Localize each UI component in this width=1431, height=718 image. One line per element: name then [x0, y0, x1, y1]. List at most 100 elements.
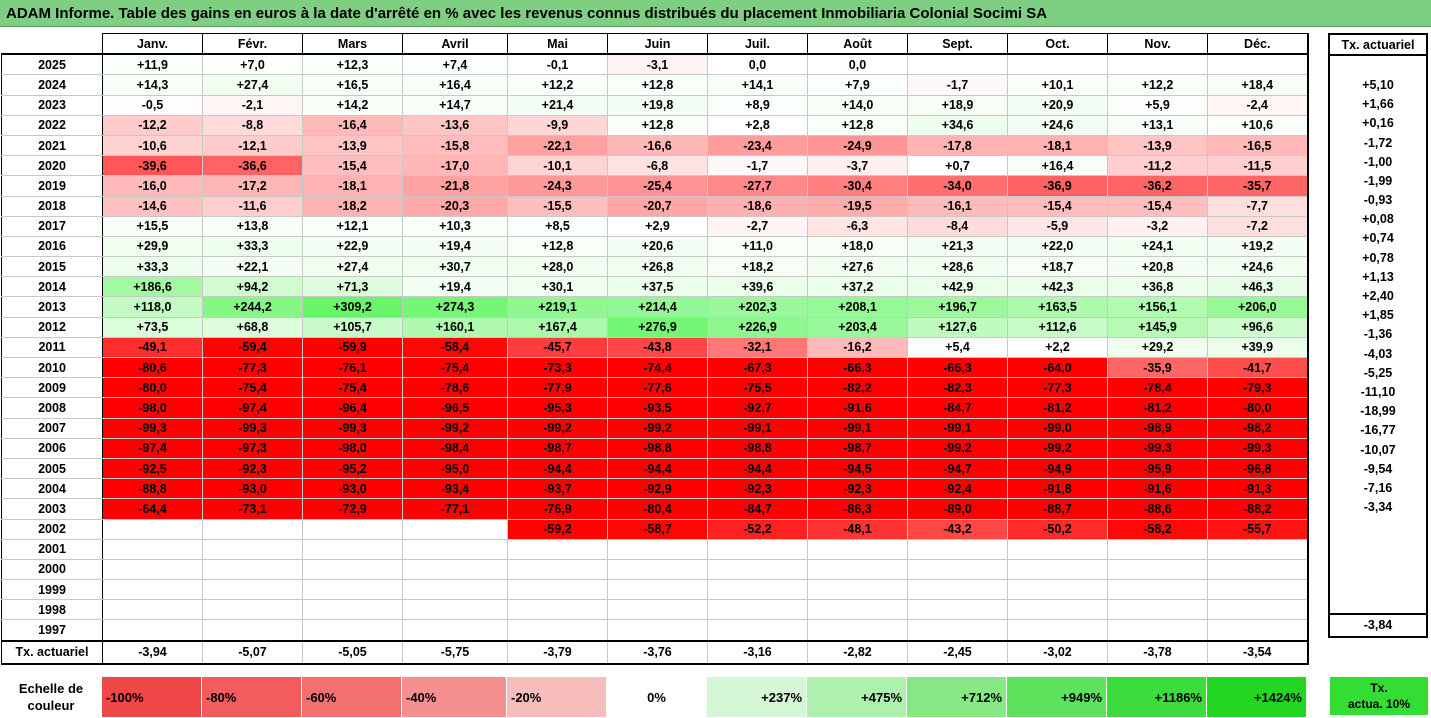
legend-swatch: +1186% — [1106, 676, 1207, 718]
gain-cell: +14,0 — [807, 94, 908, 116]
side-row: -9,54 — [1328, 459, 1428, 479]
side-row — [1328, 535, 1428, 556]
gain-cell: -16,1 — [907, 195, 1008, 217]
corner-cell — [1, 33, 103, 56]
gain-cell: +8,9 — [707, 94, 808, 116]
footer-rate-cell: -3,78 — [1107, 639, 1208, 665]
gain-cell — [402, 619, 508, 642]
gain-cell: -99,1 — [907, 417, 1008, 439]
footer-rate-cell: -3,79 — [507, 639, 608, 665]
gain-cell: -99,3 — [1207, 437, 1309, 459]
gain-cell — [1107, 619, 1208, 642]
annual-rate-cell: +1,85 — [1328, 305, 1428, 325]
gain-cell: -94,4 — [707, 457, 808, 480]
annual-rate-cell — [1328, 574, 1428, 594]
table-row: 2010 -80,6 -77,3 -76,1 -75,4 -73,3 -74,4 -67,3-… — [1, 356, 1309, 379]
gain-cell — [1007, 579, 1108, 601]
gain-cell: -43,8 — [607, 336, 708, 359]
gain-cell: +36,8 — [1107, 276, 1208, 298]
gain-cell — [507, 579, 608, 601]
gain-cell: 0,0 — [707, 53, 808, 76]
gain-cell: -30,4 — [807, 175, 908, 197]
gain-cell: -88,2 — [1207, 498, 1309, 520]
side-header: Tx. actuariel — [1328, 32, 1428, 57]
year-label: 2020 — [1, 155, 103, 177]
gain-cell: +19,8 — [607, 94, 708, 116]
gain-cell: -97,3 — [202, 437, 303, 459]
side-header-row: Tx. actuariel — [1328, 32, 1428, 57]
gain-cell: -58,7 — [607, 518, 708, 540]
gain-cell: +18,9 — [907, 94, 1008, 116]
month-header: Juin — [607, 33, 708, 56]
gain-cell: -99,3 — [1107, 437, 1208, 459]
gain-cell: -59,9 — [302, 336, 403, 359]
footer-rate-cell: -2,82 — [807, 639, 908, 665]
gain-cell: -92,7 — [707, 397, 808, 419]
gain-cell — [607, 599, 708, 621]
side-row — [1328, 516, 1428, 536]
gain-cell — [1207, 579, 1309, 601]
gain-cell: +33,3 — [202, 235, 303, 258]
gain-cell: +42,9 — [907, 276, 1008, 298]
table-row: 2013 +118,0 +244,2 +309,2 +274,3 +219,1 +214,4… — [1, 296, 1309, 318]
gain-cell: -50,2 — [1007, 518, 1108, 540]
actuarial-legend-swatch: Tx. actua. 10% — [1330, 677, 1428, 715]
year-label: 2014 — [1, 276, 103, 298]
gain-cell — [202, 518, 303, 540]
gain-cell: -16,5 — [1207, 134, 1309, 157]
gain-cell: -1,7 — [707, 155, 808, 177]
gain-cell — [1107, 579, 1208, 601]
gain-cell — [707, 538, 808, 560]
gain-cell: -7,7 — [1207, 195, 1309, 217]
table-row: 2006 -97,4 -97,3 -98,0 -98,4 -98,7 -98,8 -98,8-… — [1, 437, 1309, 459]
legend-swatch: -60% — [301, 676, 402, 718]
gain-cell: -16,4 — [302, 114, 403, 136]
gain-cell: -92,3 — [202, 457, 303, 480]
gain-cell: +274,3 — [402, 296, 508, 318]
gain-cell — [302, 558, 403, 581]
gain-cell: +71,3 — [302, 276, 403, 298]
gain-cell: -36,6 — [202, 155, 303, 177]
gain-cell: -12,2 — [102, 114, 203, 136]
table-row: 2011 -49,1 -59,4 -59,9 -58,4 -45,7 -43,8 -32,1-… — [1, 336, 1309, 359]
gains-table: Janv. Févr. Mars Avril Mai Juin Juil. Août Sept.… — [1, 33, 1309, 665]
gain-cell: -75,4 — [202, 377, 303, 399]
gain-cell: -94,4 — [507, 457, 608, 480]
gain-cell — [507, 558, 608, 581]
legend-row: Echelle de couleur -100% -80% -60% -40% -20% 0%… — [0, 676, 1307, 718]
gain-cell: -64,0 — [1007, 356, 1108, 379]
gain-cell: +12,8 — [507, 235, 608, 258]
gain-cell: -81,2 — [1107, 397, 1208, 419]
gain-cell: +14,7 — [402, 94, 508, 116]
gain-cell — [907, 558, 1008, 581]
gain-cell — [1107, 538, 1208, 560]
gain-cell: -77,3 — [202, 356, 303, 379]
gain-cell: -97,4 — [202, 397, 303, 419]
gain-cell — [102, 558, 203, 581]
footer-row: Tx. actuariel -3,94 -5,07 -5,05 -5,75 -3,79 -3… — [1, 639, 1309, 665]
annual-rate-cell: -0,93 — [1328, 190, 1428, 210]
gain-cell: +8,5 — [507, 215, 608, 237]
gain-cell: -10,1 — [507, 155, 608, 177]
gain-cell: +14,1 — [707, 74, 808, 96]
gain-cell: -88,8 — [102, 478, 203, 500]
gain-cell: +20,8 — [1107, 256, 1208, 278]
gain-cell: +163,5 — [1007, 296, 1108, 318]
gain-cell — [402, 518, 508, 540]
gain-cell: +21,4 — [507, 94, 608, 116]
gain-cell — [607, 558, 708, 581]
gain-cell: -8,4 — [907, 215, 1008, 237]
gain-cell: -98,4 — [402, 437, 508, 459]
gain-cell: -77,1 — [402, 498, 508, 520]
year-label: 1997 — [1, 619, 103, 642]
gain-cell — [202, 579, 303, 601]
gain-cell: +5,9 — [1107, 94, 1208, 116]
gain-cell: -35,9 — [1107, 356, 1208, 379]
gain-cell: -24,3 — [507, 175, 608, 197]
annual-rate-cell: +0,08 — [1328, 209, 1428, 229]
gain-cell: +21,3 — [907, 235, 1008, 258]
side-row: +0,74 — [1328, 228, 1428, 249]
table-row: 1998 — [1, 599, 1309, 621]
gain-cell: -78,4 — [1107, 377, 1208, 399]
gain-cell: -88,6 — [1107, 498, 1208, 520]
